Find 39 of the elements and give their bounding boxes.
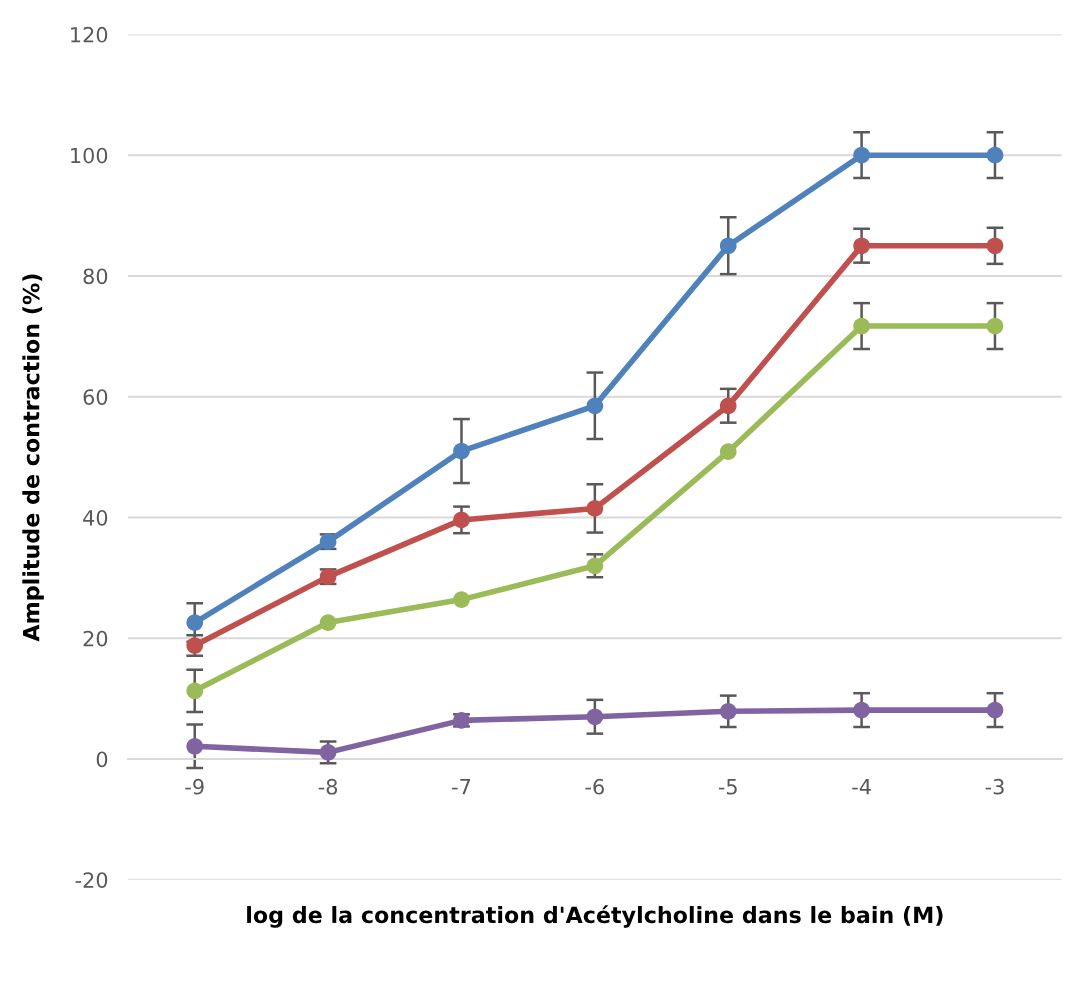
y-tick-label: -20: [75, 872, 108, 888]
x-tick-label: -7: [452, 779, 471, 795]
point: [586, 708, 604, 726]
point: [986, 701, 1004, 719]
y-tick-label: 40: [83, 509, 108, 526]
x-axis-title: log de la concentration d'Acétylcholine dans le bain (M): [247, 905, 943, 928]
y-tick-label: 120: [71, 26, 108, 43]
y-tick-label: 100: [71, 147, 108, 164]
point: [719, 443, 737, 460]
x-tick-label: -9: [185, 778, 204, 795]
point: [853, 146, 870, 164]
x-tick-label: -8: [318, 778, 338, 795]
point: [453, 511, 470, 529]
point: [853, 317, 870, 335]
point: [453, 591, 470, 608]
point: [853, 237, 870, 255]
y-axis-title: Amplitude de contraction (%): [22, 274, 44, 642]
y-tick-label: 80: [83, 268, 108, 285]
point: [986, 146, 1004, 164]
point: [186, 614, 204, 631]
point: [586, 500, 604, 517]
point: [319, 614, 337, 631]
point: [453, 442, 470, 460]
x-tick-label: -5: [718, 779, 737, 795]
point: [853, 701, 870, 719]
point: [986, 237, 1004, 255]
point: [986, 317, 1004, 335]
point: [186, 682, 204, 700]
point: [586, 397, 604, 415]
point: [719, 237, 737, 255]
y-tick-label: 0: [96, 751, 108, 768]
x-tick-label: -6: [585, 778, 604, 795]
point: [186, 738, 204, 755]
x-tick-label: -4: [852, 779, 871, 795]
y-tick-label: 60: [83, 389, 108, 405]
point: [719, 702, 737, 720]
point: [719, 397, 737, 415]
y-tick-label: 20: [83, 630, 108, 647]
x-tick-label: -3: [985, 778, 1004, 795]
